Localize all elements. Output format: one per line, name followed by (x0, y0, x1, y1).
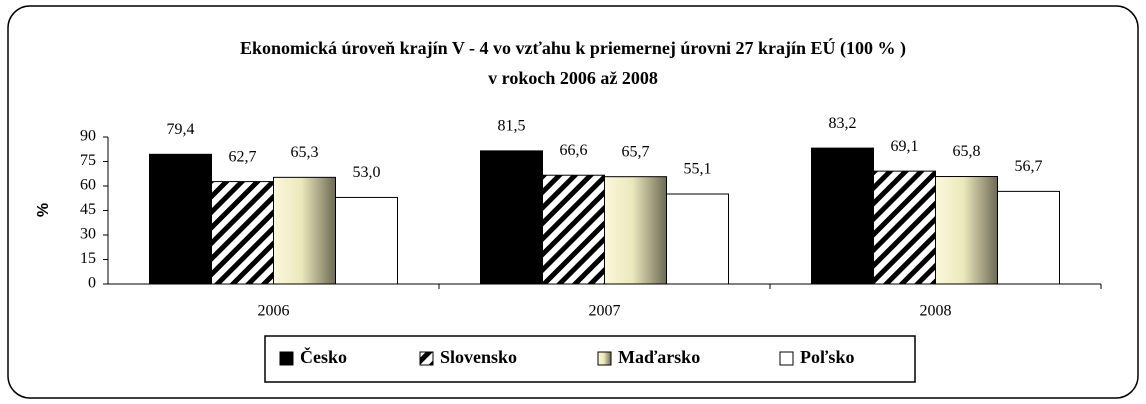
y-tick-label: 60 (80, 177, 96, 194)
value-label: 65,3 (291, 144, 319, 161)
value-label: 66,6 (560, 142, 588, 159)
legend (264, 335, 916, 383)
x-tick-label: 2006 (258, 303, 290, 320)
y-tick-label: 30 (80, 226, 96, 243)
bar (997, 190, 1060, 285)
value-label: 69,1 (891, 138, 919, 155)
chart-title: v rokoch 2006 až 2008 (488, 68, 658, 88)
legend-swatch (597, 351, 612, 366)
bar (604, 176, 667, 285)
x-tick-label: 2008 (920, 303, 952, 320)
bar (480, 150, 543, 285)
value-label: 55,1 (684, 161, 712, 178)
bar (335, 196, 398, 285)
x-tick-label: 2007 (589, 303, 621, 320)
y-tick-label: 90 (80, 128, 96, 145)
bar (935, 176, 998, 285)
y-tick-label: 15 (80, 250, 96, 267)
legend-label: Poľsko (800, 347, 854, 367)
bar (273, 176, 336, 285)
value-label: 83,2 (829, 115, 857, 132)
value-label: 53,0 (353, 164, 381, 181)
bar (542, 174, 605, 285)
bar (149, 153, 212, 285)
bar (666, 193, 729, 285)
y-tick-label: 0 (88, 275, 96, 292)
y-tick-label: 45 (80, 201, 96, 218)
bar (211, 181, 274, 285)
bar (873, 170, 936, 285)
chart-title: Ekonomická úroveň krajín V - 4 vo vzťahu… (240, 37, 906, 59)
legend-label: Slovensko (440, 347, 517, 367)
legend-swatch (279, 351, 294, 366)
legend-swatch (419, 351, 434, 366)
y-tick-label: 75 (80, 152, 96, 169)
legend-label: Maďarsko (618, 347, 700, 367)
value-label: 81,5 (498, 118, 526, 135)
legend-swatch (779, 351, 794, 366)
legend-label: Česko (300, 346, 347, 367)
value-label: 79,4 (167, 121, 195, 138)
bar (811, 147, 874, 285)
y-axis-label: % (35, 203, 52, 217)
value-label: 65,8 (953, 143, 981, 160)
value-label: 62,7 (229, 148, 257, 165)
value-label: 65,7 (622, 143, 650, 160)
value-label: 56,7 (1015, 158, 1043, 175)
